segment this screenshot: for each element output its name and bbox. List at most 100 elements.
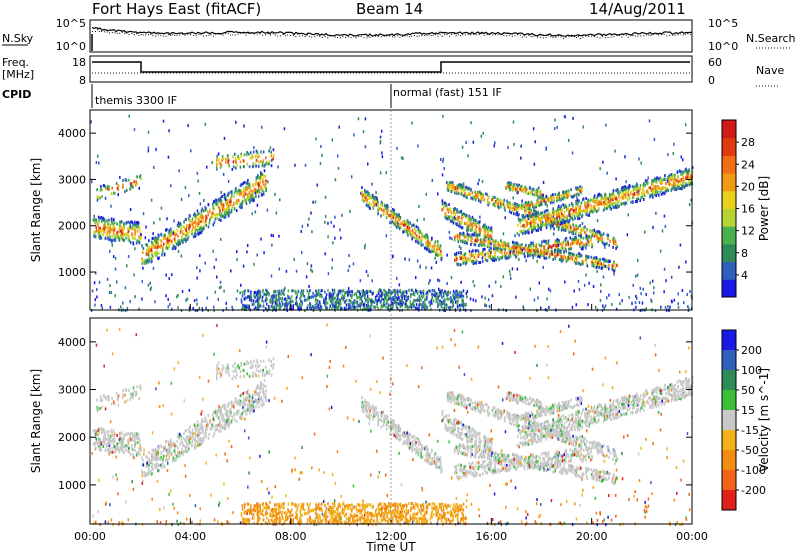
power-echo <box>341 289 344 293</box>
power-echo <box>222 309 224 313</box>
power-echo <box>142 251 144 255</box>
power-echo <box>441 199 444 203</box>
power-echo <box>251 189 253 193</box>
power-echo <box>458 224 460 228</box>
power-echo <box>100 231 103 235</box>
power-echo <box>574 210 577 214</box>
power-echo <box>488 201 491 205</box>
power-echo <box>286 304 288 308</box>
power-echo <box>539 203 541 207</box>
power-echo <box>530 251 533 255</box>
power-echo <box>444 201 447 205</box>
power-echo <box>635 305 637 309</box>
power-echo <box>456 237 459 241</box>
power-echo <box>133 128 136 132</box>
power-echo <box>598 192 601 196</box>
power-echo <box>686 183 689 187</box>
power-echo <box>225 157 227 161</box>
power-echo <box>367 204 369 208</box>
power-echo <box>264 183 267 187</box>
power-echo <box>257 289 259 293</box>
power-echo <box>454 256 457 260</box>
power-echo <box>530 241 532 245</box>
power-echo <box>502 232 505 236</box>
power-echo <box>228 209 230 213</box>
power-echo <box>421 235 424 239</box>
power-echo <box>472 217 475 221</box>
power-echo <box>246 151 248 155</box>
power-echo <box>198 227 201 231</box>
power-echo <box>283 302 286 306</box>
power-echo <box>637 187 640 191</box>
power-echo <box>593 234 596 238</box>
power-echo <box>99 228 102 232</box>
power-echo <box>197 179 199 183</box>
power-echo <box>594 305 597 309</box>
power-echo <box>160 206 163 210</box>
power-echo <box>678 265 680 269</box>
power-echo <box>526 206 528 210</box>
power-echo <box>479 200 482 204</box>
power-echo <box>463 252 466 256</box>
power-echo <box>569 229 572 233</box>
power-echo <box>537 228 540 232</box>
power-echo <box>480 243 483 247</box>
power-echo <box>438 247 440 251</box>
power-echo <box>532 213 535 217</box>
power-echo <box>228 211 231 215</box>
noise-left-tick-bottom: 10^0 <box>56 40 86 53</box>
power-echo <box>686 171 689 175</box>
power-echo <box>194 223 197 227</box>
power-echo <box>240 202 243 206</box>
power-echo <box>484 239 487 243</box>
power-echo <box>180 309 183 313</box>
power-echo <box>307 223 309 227</box>
power-echo <box>478 233 481 237</box>
power-echo <box>368 191 370 195</box>
power-echo <box>261 125 263 129</box>
power-echo <box>209 208 211 212</box>
power-echo <box>678 185 680 189</box>
power-echo <box>343 296 345 300</box>
power-echo <box>392 304 394 308</box>
power-echo <box>561 244 563 248</box>
power-echo <box>152 232 154 236</box>
power-echo <box>233 165 235 169</box>
power-echo <box>399 216 402 220</box>
power-echo <box>537 296 539 300</box>
power-echo <box>236 257 238 261</box>
power-echo <box>255 177 258 181</box>
power-echo <box>243 153 246 157</box>
cpid-mode-1: themis 3300 IF <box>95 94 177 107</box>
power-echo <box>488 228 491 232</box>
power-echo <box>434 240 437 244</box>
power-echo <box>673 142 675 146</box>
power-echo <box>521 231 524 235</box>
power-echo <box>250 295 252 299</box>
power-echo <box>549 226 552 230</box>
power-echo <box>654 185 657 189</box>
power-echo <box>551 217 553 221</box>
power-echo <box>517 243 520 247</box>
power-echo <box>265 186 267 190</box>
beam-title: Beam 14 <box>356 0 424 18</box>
power-echo <box>612 193 615 197</box>
power-echo <box>540 224 543 228</box>
power-echo <box>169 227 172 231</box>
power-echo <box>557 247 560 251</box>
power-echo <box>479 215 481 219</box>
power-echo <box>213 199 215 203</box>
power-echo <box>649 186 651 190</box>
power-echo <box>257 176 259 180</box>
power-echo <box>568 247 570 251</box>
power-echo <box>281 301 284 305</box>
power-echo <box>564 210 566 214</box>
power-echo <box>193 233 196 237</box>
power-echo <box>598 230 600 234</box>
power-echo <box>436 240 439 244</box>
power-echo <box>484 252 487 256</box>
power-echo <box>332 241 334 245</box>
power-echo <box>236 163 238 167</box>
power-echo <box>542 223 545 227</box>
power-echo <box>569 194 572 198</box>
